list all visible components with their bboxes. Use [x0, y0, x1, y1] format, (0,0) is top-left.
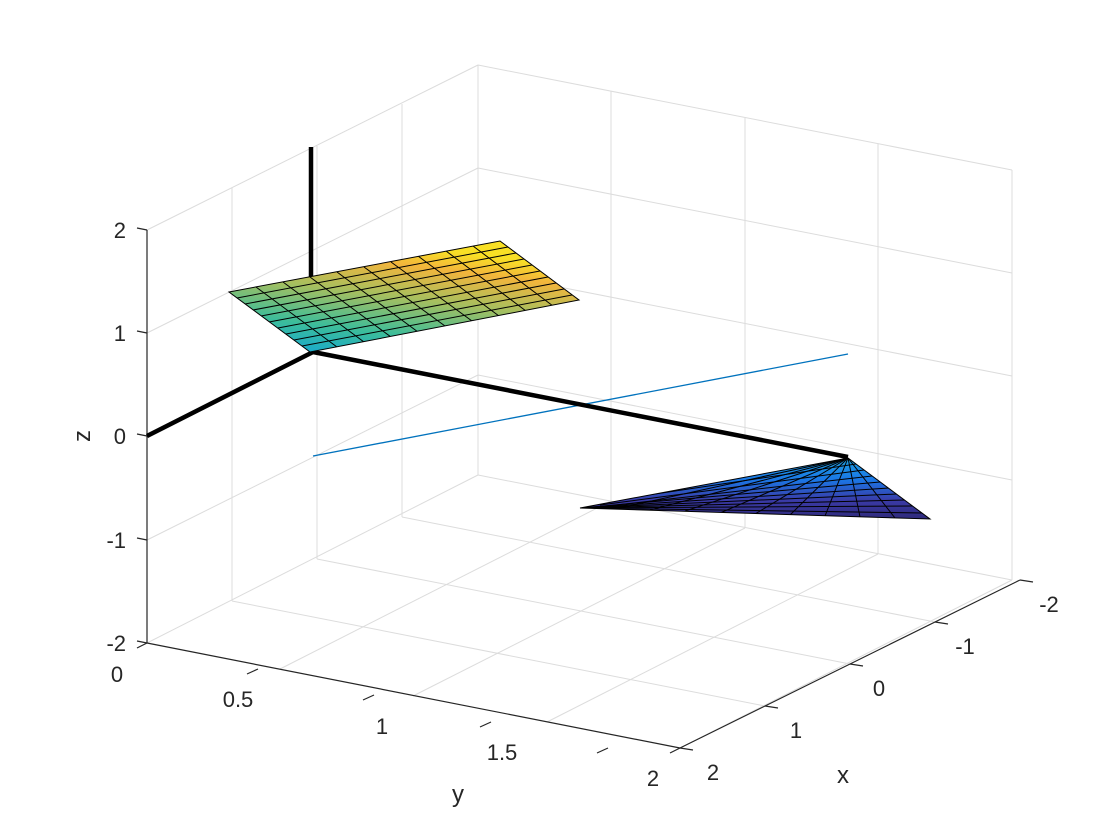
z-tick: 2 [114, 218, 126, 243]
lower-surface [579, 457, 932, 520]
upper-surface [227, 240, 581, 353]
z-tick: -1 [106, 528, 126, 553]
axis-x-positive [145, 349, 315, 439]
coordinate-axes [145, 147, 849, 460]
x-tick: 2 [707, 760, 719, 785]
x-tick: -2 [1039, 592, 1059, 617]
y-tick-labels: 0 0.5 1 1.5 2 [111, 662, 659, 791]
y-tick: 1.5 [487, 740, 518, 765]
z-tick-labels: 2 1 0 -1 -2 [106, 218, 126, 656]
z-tick: -2 [106, 631, 126, 656]
axis-y-positive [312, 349, 849, 460]
y-axis-line [146, 642, 681, 749]
axis-lines [136, 227, 1034, 754]
z-axis-label: z [69, 430, 96, 442]
x-tick: -1 [955, 634, 975, 659]
x-tick-labels: 2 1 0 -1 -2 [707, 592, 1059, 785]
x-axis-label: x [837, 762, 849, 789]
x-tick: 1 [790, 718, 802, 743]
y-tick: 0 [111, 662, 123, 687]
x-tick: 0 [873, 676, 885, 701]
z-tick: 0 [114, 424, 126, 449]
y-axis-label: y [452, 781, 464, 808]
y-tick: 2 [647, 766, 659, 791]
y-tick: 1 [376, 714, 388, 739]
z-tick: 1 [114, 321, 126, 346]
y-tick: 0.5 [223, 687, 254, 712]
